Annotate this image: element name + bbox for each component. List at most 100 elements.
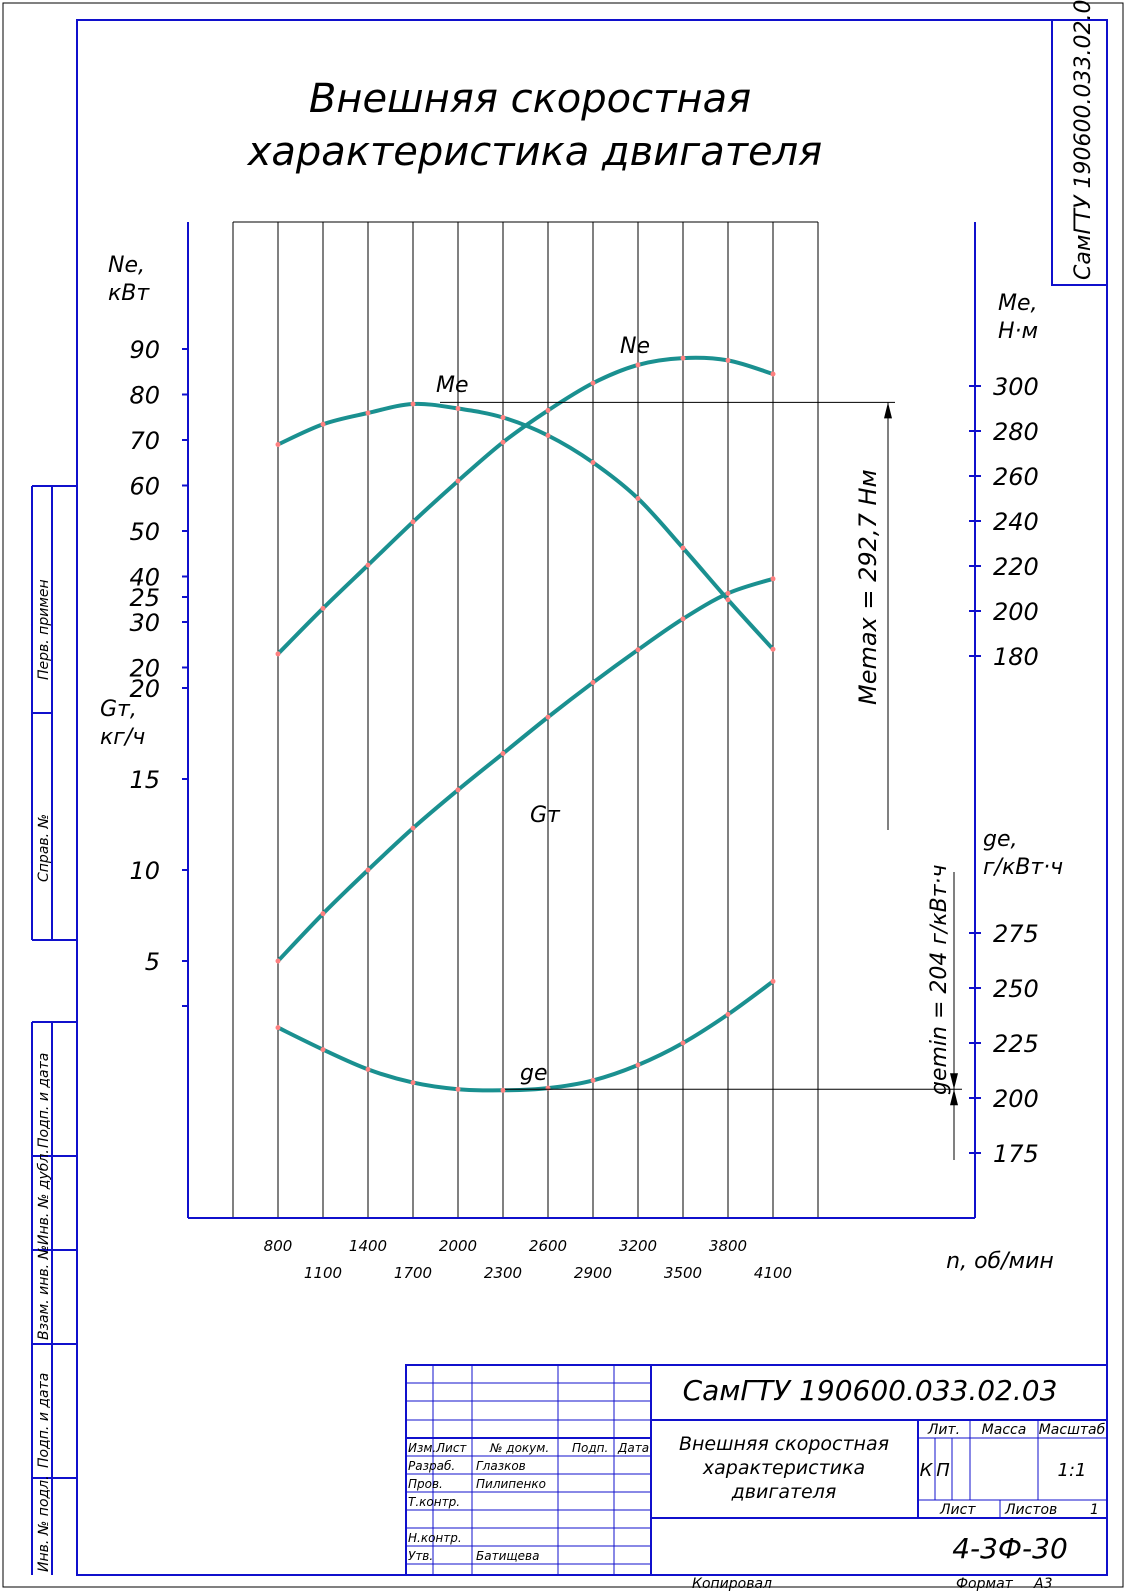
col-docnum: № докум. bbox=[489, 1441, 549, 1455]
point-Gt-2300 bbox=[500, 751, 506, 757]
ne-tick-label-20: 20 bbox=[129, 655, 160, 683]
point-Me-2000 bbox=[455, 406, 461, 411]
x-tick-label-2600: 2600 bbox=[529, 1237, 567, 1255]
series-line-Me bbox=[277, 401, 775, 651]
side-label-inv-podl: Инв. № подл. bbox=[36, 1475, 52, 1572]
col-date: Дата bbox=[617, 1441, 649, 1455]
point-Ne-3200 bbox=[635, 362, 641, 368]
gt-tick-label-20: 20 bbox=[129, 675, 160, 703]
gt-tick-label-10: 10 bbox=[129, 857, 160, 885]
list-label: Лист bbox=[939, 1502, 976, 1518]
chart-series bbox=[275, 355, 776, 1093]
point-Ne-2000 bbox=[455, 478, 461, 484]
x-tick-label-3200: 3200 bbox=[619, 1237, 657, 1255]
gemin-arrow-bottom bbox=[950, 1089, 958, 1106]
title-block: СамГТУ 190600.033.02.03 Внешняя скоростн… bbox=[405, 1364, 1108, 1592]
razrab-label: Разраб. bbox=[408, 1459, 455, 1473]
x-axis-label: n, об/мин bbox=[946, 1249, 1054, 1274]
scale-value: 1:1 bbox=[1058, 1460, 1087, 1481]
razrab-name: Глазков bbox=[476, 1459, 526, 1473]
point-Me-1700 bbox=[410, 401, 416, 407]
ge-axis-title-1: ge, bbox=[983, 827, 1018, 852]
point-Gt-1100 bbox=[320, 911, 326, 917]
point-Gt-3800 bbox=[725, 590, 731, 596]
x-tick-label-3500: 3500 bbox=[664, 1264, 702, 1282]
series-label-Gt: Gт bbox=[530, 803, 561, 828]
listov-label: Листов bbox=[1004, 1502, 1057, 1518]
title-block-doc-name-1: Внешняя скоростная bbox=[679, 1433, 889, 1455]
massa-label: Масса bbox=[982, 1422, 1027, 1438]
series-label-Me: Me bbox=[436, 373, 469, 398]
ne-tick-label-80: 80 bbox=[129, 382, 160, 410]
point-Me-2600 bbox=[545, 433, 551, 438]
point-Me-3500 bbox=[680, 545, 686, 551]
point-ge-4100 bbox=[770, 978, 776, 984]
vertical-stamp: СамГТУ 190600.033.02.03 bbox=[1051, 0, 1108, 286]
side-label-podp-data-2: Подп. и дата bbox=[36, 1373, 52, 1468]
gt-tick-label-15: 15 bbox=[129, 766, 160, 794]
x-tick-label-2900: 2900 bbox=[574, 1264, 612, 1282]
point-Ne-4100 bbox=[770, 371, 776, 377]
series-label-ge: ge bbox=[520, 1061, 548, 1086]
title-block-doc-code: СамГТУ 190600.033.02.03 bbox=[683, 1374, 1058, 1407]
point-ge-2000 bbox=[455, 1086, 461, 1092]
ge-tick-label-275: 275 bbox=[993, 920, 1039, 948]
point-Ne-2900 bbox=[590, 380, 596, 386]
me-tick-label-300: 300 bbox=[993, 373, 1039, 401]
point-Gt-3500 bbox=[680, 616, 686, 622]
point-Gt-4100 bbox=[770, 576, 776, 582]
left-side-strip: Перв. примен Справ. № Подп. и дата Инв. … bbox=[31, 485, 77, 1575]
point-Me-4100 bbox=[770, 646, 776, 652]
vertical-stamp-text: СамГТУ 190600.033.02.03 bbox=[1071, 0, 1096, 280]
point-ge-3500 bbox=[680, 1040, 686, 1046]
ge-tick-label-175: 175 bbox=[993, 1140, 1039, 1168]
point-Ne-3800 bbox=[725, 357, 731, 363]
series-line-ge bbox=[277, 979, 775, 1093]
prov-name: Пилипенко bbox=[476, 1477, 546, 1491]
memax-arrow bbox=[884, 402, 892, 419]
chart-axes bbox=[187, 222, 976, 1219]
me-axis-title-2: Н·м bbox=[998, 319, 1038, 344]
me-tick-label-260: 260 bbox=[993, 463, 1039, 491]
ne-tick-label-30: 30 bbox=[129, 609, 160, 637]
point-Me-3800 bbox=[725, 597, 731, 603]
point-Ne-800 bbox=[275, 651, 281, 657]
point-Gt-2000 bbox=[455, 787, 461, 793]
me-tick-label-220: 220 bbox=[993, 553, 1039, 581]
gt-axis-title-2: кг/ч bbox=[100, 725, 145, 750]
side-label-perv-primen: Перв. примен bbox=[36, 579, 52, 680]
point-ge-1400 bbox=[365, 1066, 371, 1072]
point-ge-2300 bbox=[500, 1087, 506, 1093]
lit-p: П bbox=[936, 1460, 950, 1481]
ne-tick-label-70: 70 bbox=[129, 427, 160, 455]
gt-axis-title-1: Gт, bbox=[100, 697, 137, 722]
point-ge-3800 bbox=[725, 1011, 731, 1017]
utv-label: Утв. bbox=[408, 1549, 433, 1563]
point-Me-1400 bbox=[365, 410, 371, 416]
point-Me-2900 bbox=[590, 460, 596, 465]
point-ge-3200 bbox=[635, 1062, 641, 1068]
series-label-Ne: Ne bbox=[620, 334, 650, 359]
point-ge-1100 bbox=[320, 1047, 326, 1053]
ne-tick-label-90: 90 bbox=[129, 336, 160, 364]
drawing-frame bbox=[76, 19, 1108, 1576]
ne-tick-label-50: 50 bbox=[129, 518, 160, 546]
me-tick-label-240: 240 bbox=[993, 508, 1039, 536]
gemin-arrow-top bbox=[950, 1073, 958, 1090]
gt-tick-label-25: 25 bbox=[129, 584, 160, 612]
point-Me-3200 bbox=[635, 496, 641, 501]
chart-labels: 800 1400 2000 2600 3200 3800 1100 1700 2300 2900 3… bbox=[100, 253, 1063, 1282]
col-izm: Изм. bbox=[408, 1441, 436, 1455]
side-label-sprav-nomer: Справ. № bbox=[36, 814, 52, 882]
point-Gt-1400 bbox=[365, 867, 371, 873]
ge-tick-label-250: 250 bbox=[993, 975, 1039, 1003]
point-Gt-2900 bbox=[590, 680, 596, 686]
listov-value: 1 bbox=[1090, 1502, 1099, 1518]
ne-tick-label-40: 40 bbox=[129, 564, 160, 592]
point-ge-2900 bbox=[590, 1077, 596, 1083]
chart-title-line1: Внешняя скоростная bbox=[309, 76, 751, 122]
point-Ne-3500 bbox=[680, 355, 686, 361]
point-ge-1700 bbox=[410, 1080, 416, 1086]
